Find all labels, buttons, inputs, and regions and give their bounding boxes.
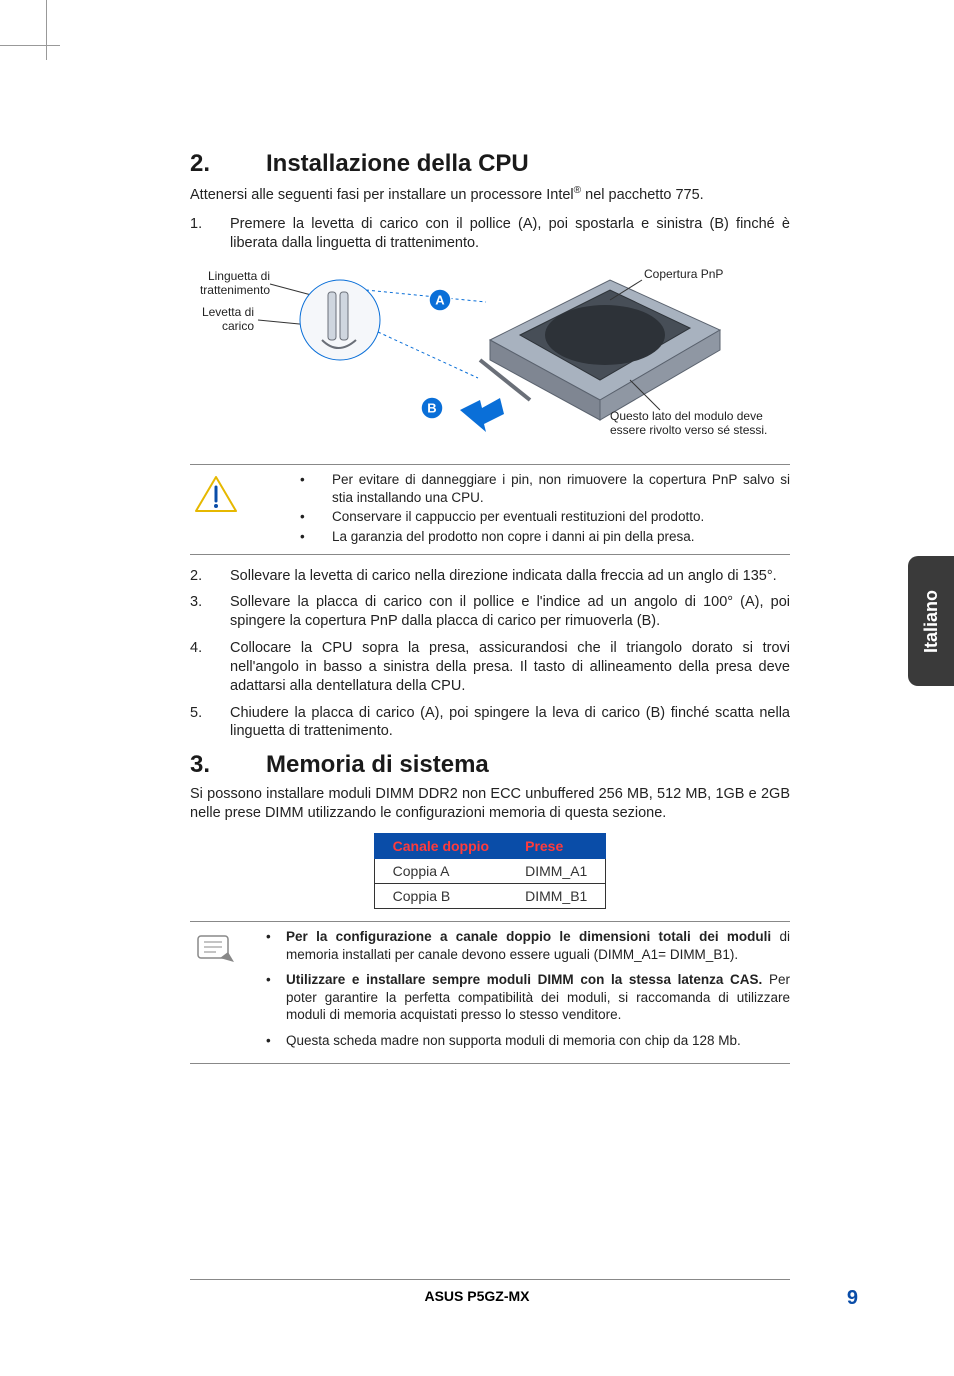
section-2-steps-rest: Sollevare la levetta di carico nella dir… [190, 567, 790, 742]
language-label: Italiano [921, 589, 942, 652]
page-footer: ASUS P5GZ-MX [0, 1288, 954, 1304]
section-3-number: 3. [190, 751, 266, 779]
table-header-row: Canale doppio Prese [374, 833, 606, 858]
language-side-tab: Italiano [908, 556, 954, 686]
memory-table: Canale doppio Prese Coppia A DIMM_A1 Cop… [374, 833, 607, 909]
note-item: Utilizzare e installare sempre moduli DI… [260, 971, 790, 1024]
warning-item: Per evitare di danneggiare i pin, non ri… [260, 471, 790, 506]
note-icon [190, 928, 242, 1057]
section-2-title: Installazione della CPU [266, 150, 529, 177]
footer-model: ASUS P5GZ-MX [217, 1288, 737, 1304]
warning-box: Per evitare di danneggiare i pin, non ri… [190, 464, 790, 554]
step-4: Collocare la CPU sopra la presa, assicur… [190, 639, 790, 696]
step-1: Premere la levetta di carico con il poll… [190, 215, 790, 253]
warning-list: Per evitare di danneggiare i pin, non ri… [260, 471, 790, 547]
label-side-note: Questo lato del modulo deve essere rivol… [610, 410, 790, 438]
section-2-steps-top: Premere la levetta di carico con il poll… [190, 215, 790, 253]
table-header-channel: Canale doppio [374, 833, 507, 858]
table-row: Coppia A DIMM_A1 [374, 858, 606, 883]
table-cell-pair: Coppia A [374, 858, 507, 883]
label-retention-tab: Linguetta di trattenimento [180, 270, 270, 298]
footer-rule [190, 1279, 790, 1280]
callout-b: B [427, 401, 436, 416]
section-2-heading: 2.Installazione della CPU [190, 150, 790, 178]
page-content: 2.Installazione della CPU Attenersi alle… [190, 150, 790, 1076]
note-box: Per la configurazione a canale doppio le… [190, 921, 790, 1064]
section-3-title: Memoria di sistema [266, 751, 489, 778]
table-row: Coppia B DIMM_B1 [374, 883, 606, 908]
section-2-number: 2. [190, 150, 266, 178]
section-3-intro: Si possono installare moduli DIMM DDR2 n… [190, 785, 790, 823]
section-2-intro: Attenersi alle seguenti fasi per install… [190, 184, 790, 205]
warning-item: La garanzia del prodotto non copre i dan… [260, 528, 790, 546]
note-item: Questa scheda madre non supporta moduli … [260, 1032, 790, 1050]
table-header-sockets: Prese [507, 833, 606, 858]
warning-item: Conservare il cappuccio per eventuali re… [260, 508, 790, 526]
note-list: Per la configurazione a canale doppio le… [260, 928, 790, 1057]
step-2: Sollevare la levetta di carico nella dir… [190, 567, 790, 586]
table-cell-slot: DIMM_A1 [507, 858, 606, 883]
table-cell-slot: DIMM_B1 [507, 883, 606, 908]
cpu-diagram: A B Linguetta di trattenimento Levetta d… [190, 260, 790, 460]
label-load-lever: Levetta di carico [184, 306, 254, 334]
step-3: Sollevare la placca di carico con il pol… [190, 593, 790, 631]
step-5: Chiudere la placca di carico (A), poi sp… [190, 704, 790, 742]
callout-a: A [435, 293, 445, 308]
note-item: Per la configurazione a canale doppio le… [260, 928, 790, 963]
section-3-heading: 3.Memoria di sistema [190, 751, 790, 779]
label-pnp-cap: Copertura PnP [644, 268, 723, 282]
page-number: 9 [847, 1287, 858, 1310]
warning-icon [190, 471, 242, 547]
table-cell-pair: Coppia B [374, 883, 507, 908]
